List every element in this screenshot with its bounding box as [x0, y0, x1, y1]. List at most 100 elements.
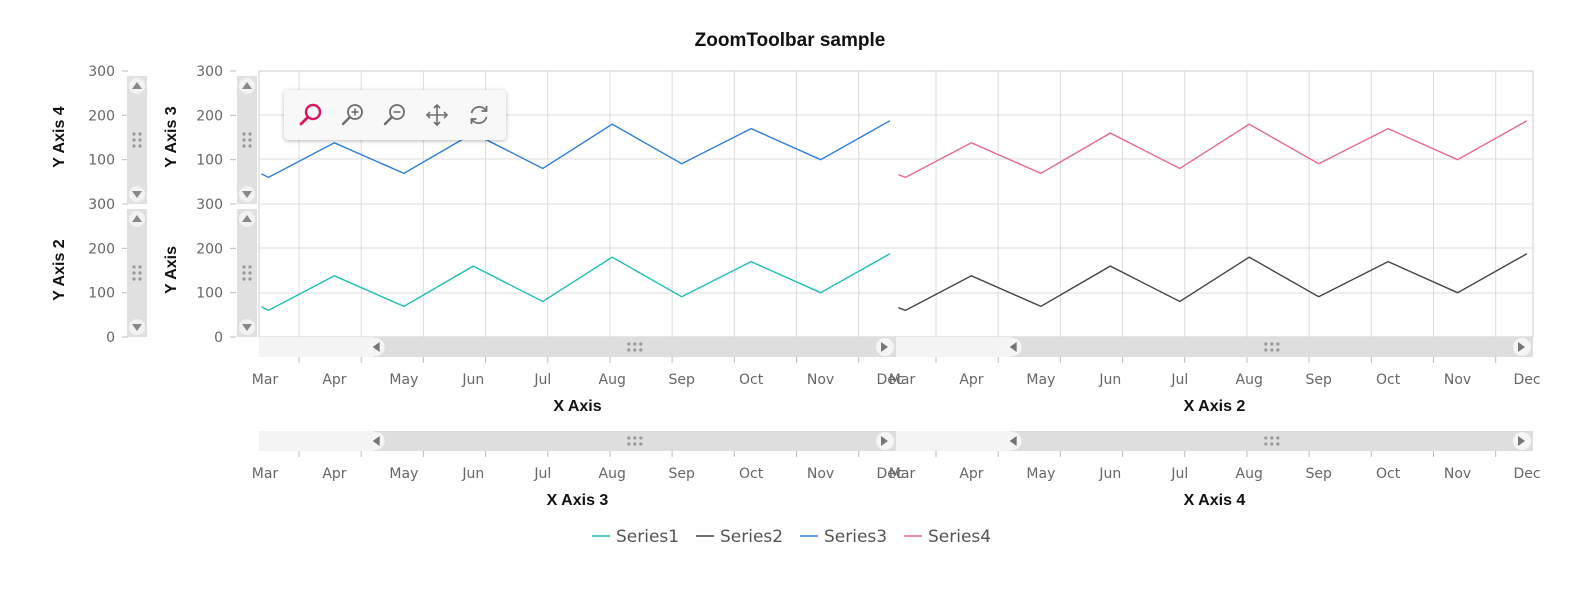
- x-tick-label: Jul: [533, 466, 551, 482]
- series-line-series1: [261, 253, 891, 312]
- x-axis-title: X Axis 2: [1184, 398, 1246, 415]
- grip-dot: [1270, 442, 1274, 446]
- x-tick-label: May: [389, 466, 418, 482]
- y-axes: 100 200 300 0 100 200 300 100 200 300 0 100 200 300 Y …: [51, 64, 236, 346]
- grip-dot: [242, 144, 246, 148]
- grip-dot: [248, 132, 252, 136]
- x-tick-label: Dec: [876, 466, 903, 482]
- x-tick-label: Jul: [1170, 466, 1188, 482]
- x-axis-title: X Axis: [553, 398, 601, 415]
- x-tick-label: Oct: [739, 466, 764, 482]
- grip-dot: [242, 271, 246, 275]
- grip-dot: [242, 277, 246, 281]
- zoom-out-button[interactable]: [377, 97, 413, 133]
- grip-dot: [627, 342, 631, 346]
- grip-dot: [627, 348, 631, 352]
- series-lines: [261, 120, 1528, 312]
- grip-dot: [1276, 342, 1280, 346]
- x-tick-label: Apr: [322, 466, 346, 482]
- arrow-right-icon: [1518, 342, 1525, 352]
- grip-dot: [639, 342, 643, 346]
- series-line-series3: [261, 120, 891, 179]
- arrow-up-icon: [132, 215, 142, 222]
- arrow-down-icon: [132, 324, 142, 331]
- y-tick-label: 200: [196, 241, 223, 257]
- grip-dot: [242, 265, 246, 269]
- x-tick-label: Aug: [1236, 466, 1263, 482]
- grip-dot: [1264, 442, 1268, 446]
- x-tick-label: Nov: [1444, 372, 1471, 388]
- y-tick-label: 100: [196, 286, 223, 302]
- arrow-left-icon: [372, 342, 380, 352]
- y-tick-label: 300: [196, 197, 223, 213]
- x-tick-label: Oct: [1376, 466, 1401, 482]
- legend: Series1 Series2 Series3 Series4: [592, 527, 991, 547]
- x-axis-title: X Axis 3: [547, 492, 609, 509]
- x-tick-label: Mar: [252, 466, 279, 482]
- zoom-in-icon: [341, 104, 363, 126]
- grip-dot: [1264, 436, 1268, 440]
- x-axes: Mar Apr May Jun Jul Aug Sep Oct Nov Dec X Axis Mar A…: [252, 357, 1541, 509]
- grip-dot: [1276, 436, 1280, 440]
- grip-dot: [132, 265, 136, 269]
- y-tick-label: 200: [88, 241, 115, 257]
- grip-dot: [132, 144, 136, 148]
- x-tick-label: Jul: [1170, 372, 1188, 388]
- vertical-scrollbar[interactable]: [237, 209, 257, 337]
- horizontal-scrollbar[interactable]: [896, 337, 1533, 357]
- arrow-right-icon: [881, 342, 888, 352]
- horizontal-scrollbar[interactable]: [259, 431, 896, 451]
- pan-icon: [425, 103, 449, 127]
- pan-button[interactable]: [419, 97, 455, 133]
- arrow-down-icon: [242, 191, 252, 198]
- zoom-select-button[interactable]: [293, 97, 329, 133]
- vertical-scrollbar[interactable]: [237, 76, 257, 204]
- grip-dot: [248, 144, 252, 148]
- grip-dot: [1270, 342, 1274, 346]
- y-axis-title: Y Axis 3: [163, 106, 180, 167]
- x-tick-label: Dec: [876, 372, 903, 388]
- y-tick-label: 0: [214, 330, 223, 346]
- x-tick-label: Jul: [533, 372, 551, 388]
- grip-dot: [138, 271, 142, 275]
- x-tick-label: Jun: [461, 466, 484, 482]
- x-tick-label: Jun: [461, 372, 484, 388]
- vertical-scrollbar[interactable]: [127, 76, 147, 204]
- y-tick-label: 0: [106, 330, 115, 346]
- vertical-scrollbar[interactable]: [127, 209, 147, 337]
- x-tick-label: Aug: [1236, 372, 1263, 388]
- grip-dot: [132, 138, 136, 142]
- grip-dot: [627, 442, 631, 446]
- x-tick-label: Nov: [807, 372, 834, 388]
- reset-icon: [470, 106, 488, 124]
- reset-button[interactable]: [461, 97, 497, 133]
- grip-dot: [138, 265, 142, 269]
- grip-dot: [242, 138, 246, 142]
- y-axis-title: Y Axis 4: [51, 106, 68, 167]
- arrow-down-icon: [132, 191, 142, 198]
- scrollbars[interactable]: [127, 76, 1533, 451]
- horizontal-scrollbar[interactable]: [259, 337, 896, 357]
- grip-dot: [627, 436, 631, 440]
- grip-dot: [248, 138, 252, 142]
- grip-dot: [1270, 348, 1274, 352]
- grip-dot: [1264, 342, 1268, 346]
- horizontal-scrollbar[interactable]: [896, 431, 1533, 451]
- x-tick-label: Aug: [599, 466, 626, 482]
- grip-dot: [633, 342, 637, 346]
- zoom-toolbar: [284, 90, 506, 140]
- x-tick-label: Aug: [599, 372, 626, 388]
- x-tick-label: Sep: [668, 466, 695, 482]
- y-tick-label: 100: [88, 286, 115, 302]
- x-axis-title: X Axis 4: [1184, 492, 1246, 509]
- y-axis-title: Y Axis 2: [51, 239, 68, 300]
- grip-dot: [1276, 348, 1280, 352]
- zoom-in-button[interactable]: [335, 97, 371, 133]
- legend-item-label: Series2: [720, 527, 783, 547]
- grip-dot: [248, 265, 252, 269]
- x-tick-label: Oct: [1376, 372, 1401, 388]
- x-tick-label: Nov: [807, 466, 834, 482]
- grip-dot: [633, 348, 637, 352]
- x-tick-label: Nov: [1444, 466, 1471, 482]
- series-line-series2: [898, 253, 1528, 312]
